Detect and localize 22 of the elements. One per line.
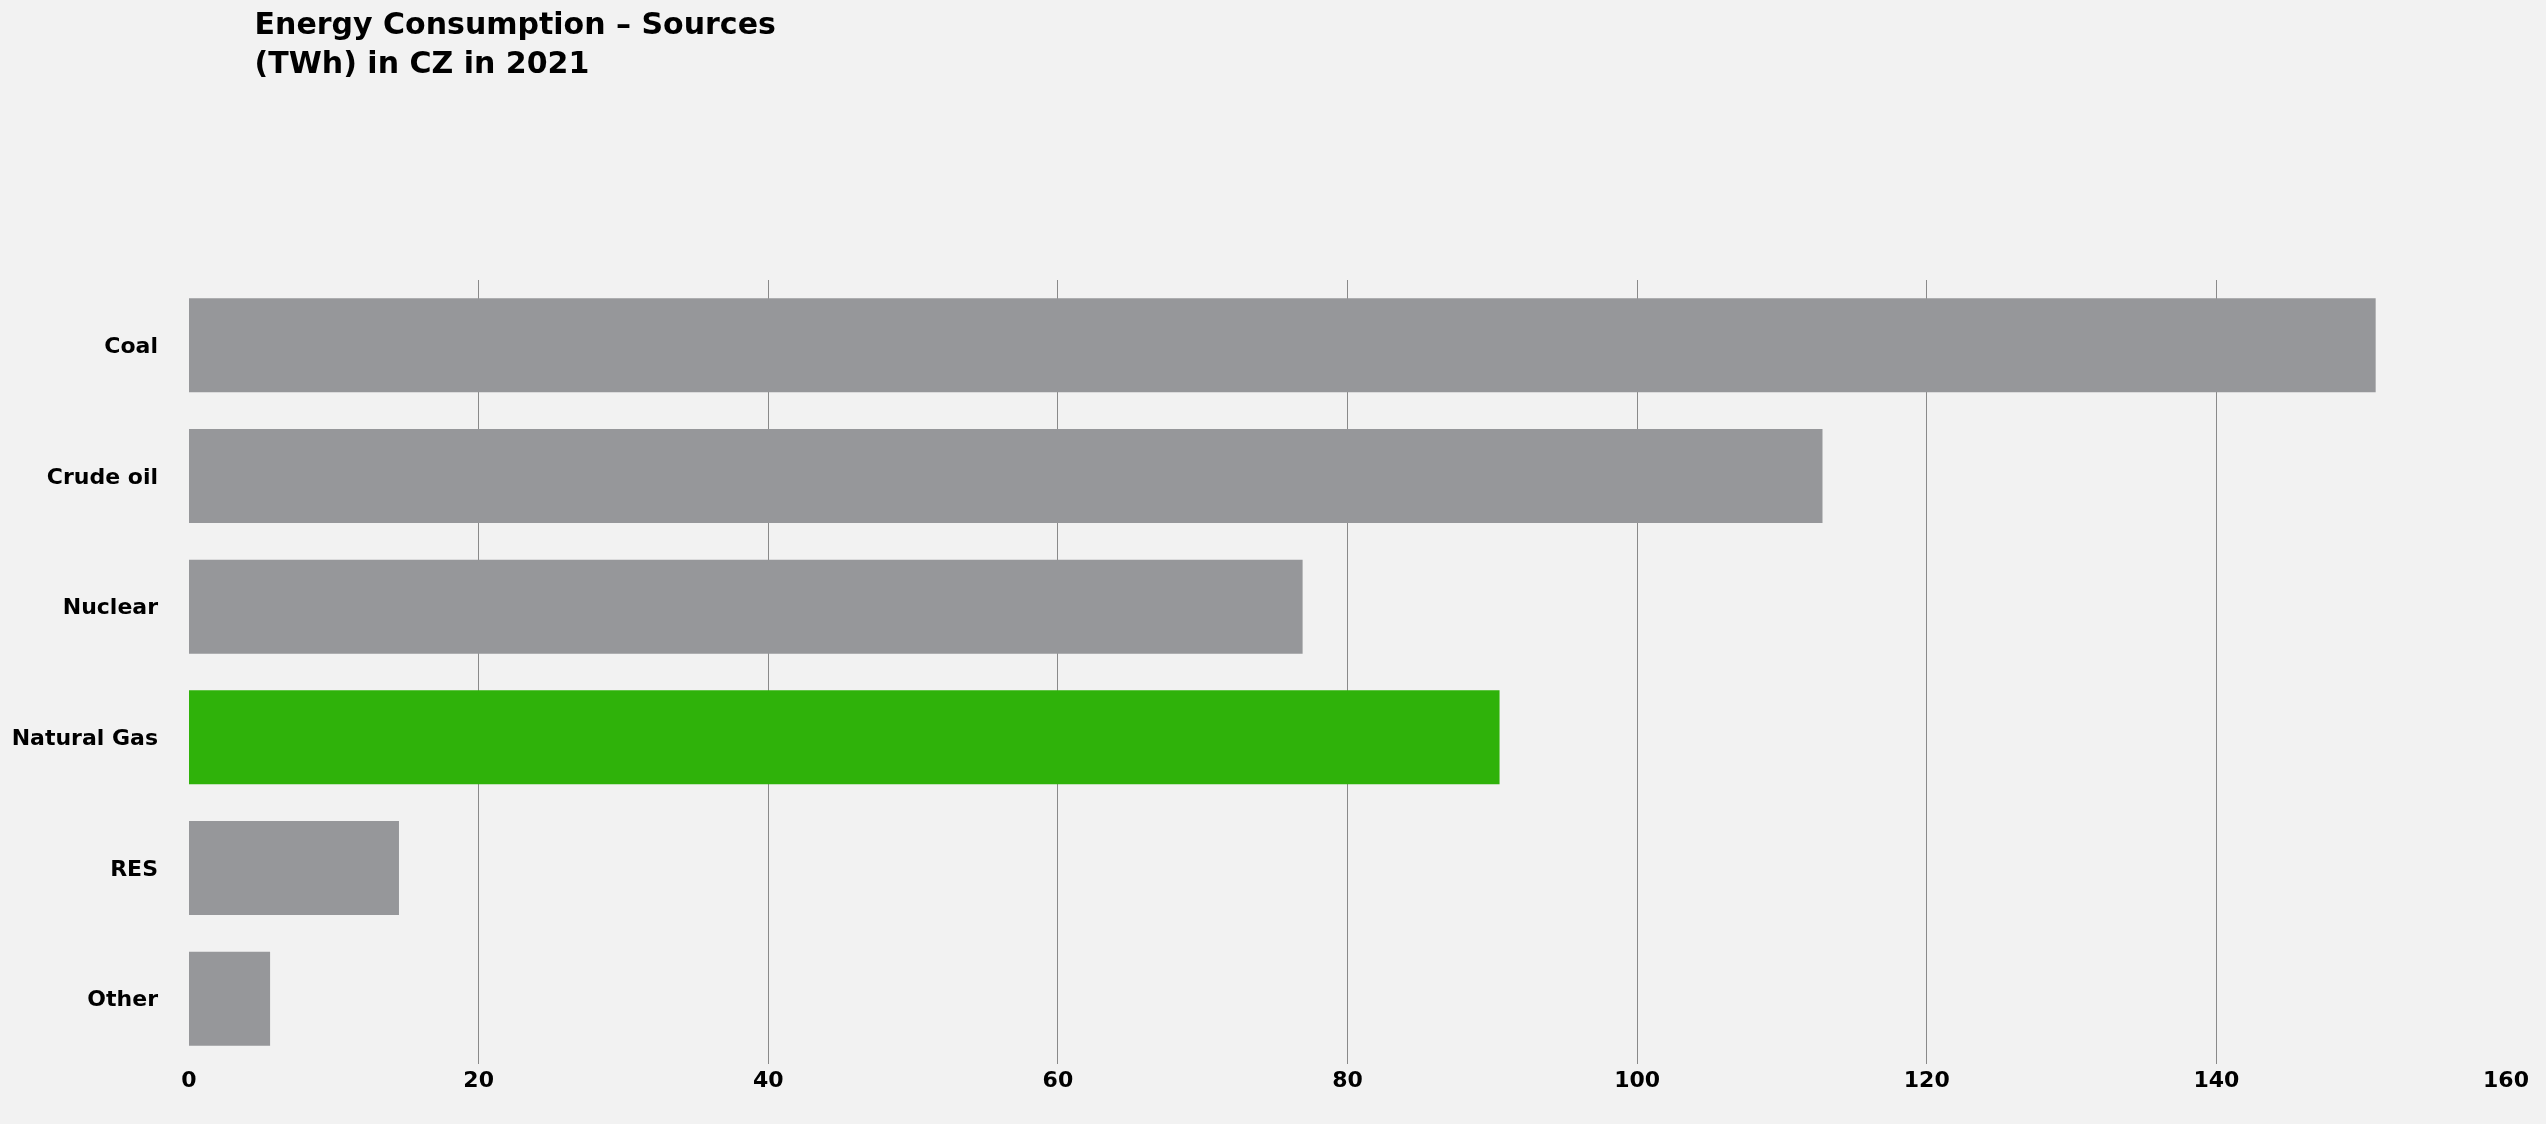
x-tick-label: 60 — [1042, 1067, 1074, 1092]
y-tick-label: Nuclear — [62, 594, 159, 620]
bar — [189, 820, 399, 916]
x-tick-label: 20 — [463, 1067, 494, 1092]
x-tick-label: 160 — [2483, 1067, 2529, 1092]
bar — [189, 559, 1303, 654]
x-tick-label: 40 — [752, 1067, 784, 1092]
x-tick-label: 120 — [1903, 1067, 1950, 1092]
y-tick-label: Coal — [104, 333, 158, 359]
y-tick-label: Natural Gas — [11, 725, 158, 751]
x-tick-label: 0 — [181, 1067, 197, 1092]
chart-title: Energy Consumption – Sources (TWh) in CZ in 2021 — [254, 5, 776, 80]
bar — [189, 951, 271, 1046]
x-tick-label: 100 — [1614, 1067, 1661, 1092]
bar — [189, 428, 1823, 524]
x-tick-label: 140 — [2193, 1067, 2240, 1092]
bar — [189, 298, 2376, 393]
y-tick-label: RES — [110, 855, 158, 881]
bar — [189, 690, 1500, 785]
y-tick-label: Crude oil — [46, 463, 158, 489]
y-tick-label: Other — [87, 986, 159, 1012]
x-tick-label: 80 — [1332, 1067, 1363, 1092]
